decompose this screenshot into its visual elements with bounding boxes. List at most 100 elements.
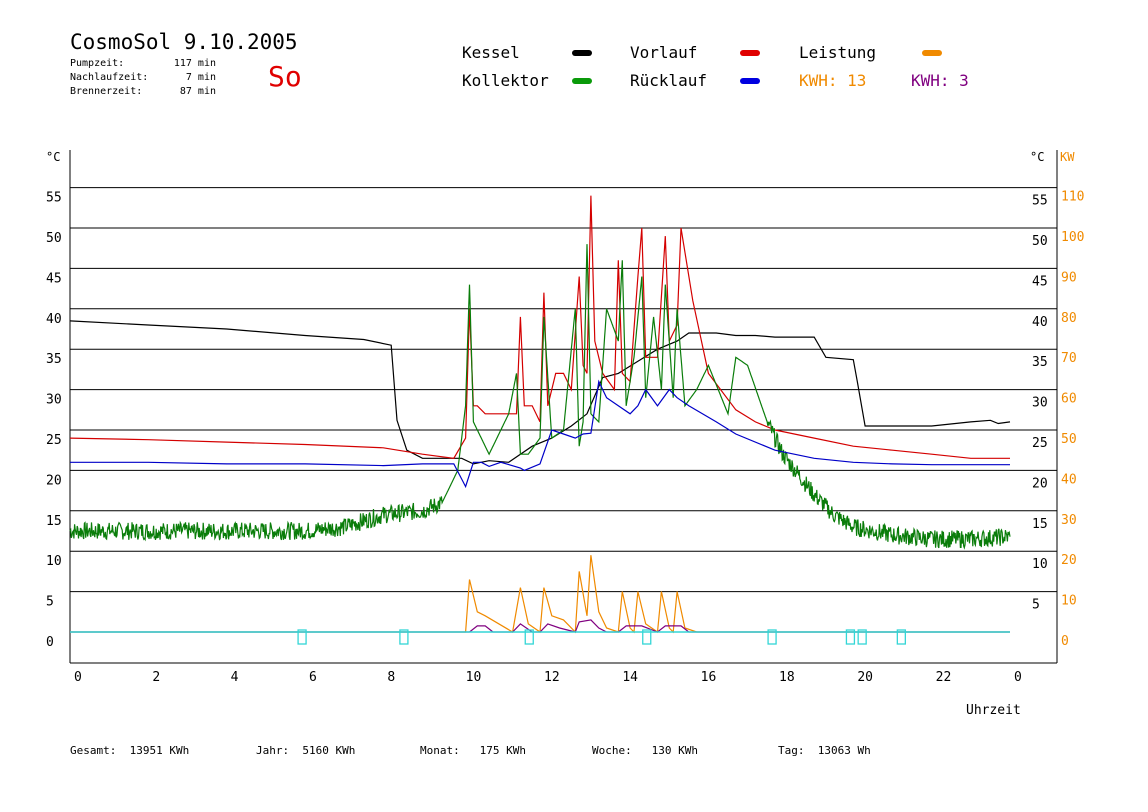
x-tick: 10: [466, 670, 482, 685]
x-tick: 20: [857, 670, 873, 685]
y-tick-right-temp: 20: [1032, 476, 1048, 491]
y-tick-right-power: 90: [1061, 270, 1077, 285]
footer-label: Woche:: [592, 744, 632, 757]
y-tick-left: 0: [46, 635, 54, 650]
legend-kwh-purple: KWH: 3: [911, 71, 969, 90]
x-tick: 2: [152, 670, 160, 685]
footer-tag: Tag: 13063 Wh: [778, 744, 871, 757]
stat-label: Nachlaufzeit:: [70, 72, 149, 83]
series-leistung: [70, 555, 1010, 634]
chart-grid: [70, 187, 1057, 593]
footer-label: Jahr:: [256, 744, 290, 757]
y-tick-left: 45: [46, 271, 62, 286]
pump-marker: [896, 629, 906, 645]
chart-ticks: 0510152025303540455055510152025303540455…: [46, 190, 1084, 685]
x-tick: 16: [701, 670, 717, 685]
y-tick-right-temp: 25: [1032, 436, 1048, 451]
pump-marker: [399, 629, 409, 645]
temperature-chart: 0510152025303540455055510152025303540455…: [46, 150, 1084, 718]
y-tick-left: 20: [46, 473, 62, 488]
y-tick-right-power: 20: [1061, 553, 1077, 568]
x-tick: 0: [74, 670, 82, 685]
x-tick: 18: [779, 670, 795, 685]
footer-value: 5160 KWh: [302, 744, 356, 757]
y-tick-right-temp: 50: [1032, 234, 1048, 249]
stat-value: 7 min: [185, 72, 216, 83]
stat-brennerzeit: Brennerzeit: 87 min: [70, 86, 216, 97]
kwh-value: 13: [847, 71, 867, 90]
stat-pumpzeit: Pumpzeit: 117 min: [70, 58, 216, 69]
stat-label: Pumpzeit:: [70, 58, 125, 69]
pump-markers: [70, 629, 1010, 645]
legend-leistung-label: Leistung: [799, 43, 877, 62]
pump-marker: [857, 629, 867, 645]
footer-woche: Woche: 130 KWh: [592, 744, 698, 757]
x-axis-label: Uhrzeit: [966, 703, 1021, 718]
legend-leistung-swatch: [922, 50, 942, 56]
y-tick-right-temp: 45: [1032, 274, 1048, 289]
x-tick: 4: [231, 670, 239, 685]
y-tick-right-power: 0: [1061, 634, 1069, 649]
y-tick-right-power: 10: [1061, 594, 1077, 609]
y-tick-right-temp: 55: [1032, 194, 1048, 209]
series-r-cklauf: [70, 379, 1010, 489]
series-vorlauf: [69, 195, 1010, 459]
series-kessel: [69, 320, 1011, 465]
x-tick: 22: [936, 670, 952, 685]
legend-kessel-label: Kessel: [462, 43, 520, 62]
footer-value: 175 KWh: [479, 744, 526, 757]
series-kollektor: [69, 244, 1011, 550]
legend-ruecklauf-swatch: [740, 78, 760, 84]
stat-value: 117 min: [173, 58, 216, 69]
y-tick-left: 25: [46, 433, 62, 448]
footer-value: 13951 KWh: [129, 744, 190, 757]
stat-value: 87 min: [179, 86, 216, 97]
legend-kwh-orange: KWH: 13: [799, 71, 866, 90]
footer-jahr: Jahr: 5160 KWh: [256, 744, 355, 757]
y-tick-right-power: 70: [1061, 351, 1077, 366]
y-tick-right-power: 80: [1061, 311, 1077, 326]
y-tick-right-temp: 35: [1032, 355, 1048, 370]
y-axis-left-unit: °C: [46, 150, 60, 164]
y-tick-right-power: 40: [1061, 472, 1077, 487]
series-leistung-2: [70, 619, 1010, 633]
y-axis-power-unit: KW: [1060, 150, 1075, 164]
footer-gesamt: Gesamt: 13951 KWh: [70, 744, 189, 757]
pump-marker: [767, 629, 777, 645]
pump-marker: [845, 629, 856, 645]
x-tick: 8: [387, 670, 395, 685]
kwh-value: 3: [959, 71, 969, 90]
legend-kollektor-swatch: [572, 78, 592, 84]
y-axis-right-unit: °C: [1030, 150, 1044, 164]
y-tick-left: 50: [46, 231, 62, 246]
y-tick-left: 15: [46, 514, 62, 529]
y-tick-left: 35: [46, 352, 62, 367]
footer-label: Gesamt:: [70, 744, 117, 757]
chart-series: [69, 195, 1011, 634]
stat-nachlaufzeit: Nachlaufzeit: 7 min: [70, 72, 216, 83]
kwh-label: KWH:: [911, 71, 950, 90]
pump-marker: [642, 629, 652, 645]
chart-axes: [69, 150, 1058, 664]
y-tick-left: 55: [46, 191, 62, 206]
y-tick-right-power: 110: [1061, 190, 1084, 205]
footer-label: Tag:: [778, 744, 805, 757]
weekday-label: So: [268, 60, 302, 93]
footer-value: 13063 Wh: [817, 744, 871, 757]
x-tick: 12: [544, 670, 560, 685]
kwh-label: KWH:: [799, 71, 838, 90]
pump-marker: [297, 629, 307, 645]
chart-title: CosmoSol 9.10.2005: [70, 30, 298, 54]
y-tick-right-power: 30: [1061, 513, 1077, 528]
legend-kessel-swatch: [572, 50, 592, 56]
stat-label: Brennerzeit:: [70, 86, 143, 97]
y-tick-right-power: 50: [1061, 432, 1077, 447]
x-tick: 0: [1014, 670, 1022, 685]
footer-label: Monat:: [420, 744, 460, 757]
y-tick-right-power: 60: [1061, 392, 1077, 407]
y-tick-left: 40: [46, 312, 62, 327]
footer-monat: Monat: 175 KWh: [420, 744, 526, 757]
legend-kollektor-label: Kollektor: [462, 71, 549, 90]
y-tick-right-temp: 5: [1032, 598, 1040, 613]
legend-vorlauf-swatch: [740, 50, 760, 56]
